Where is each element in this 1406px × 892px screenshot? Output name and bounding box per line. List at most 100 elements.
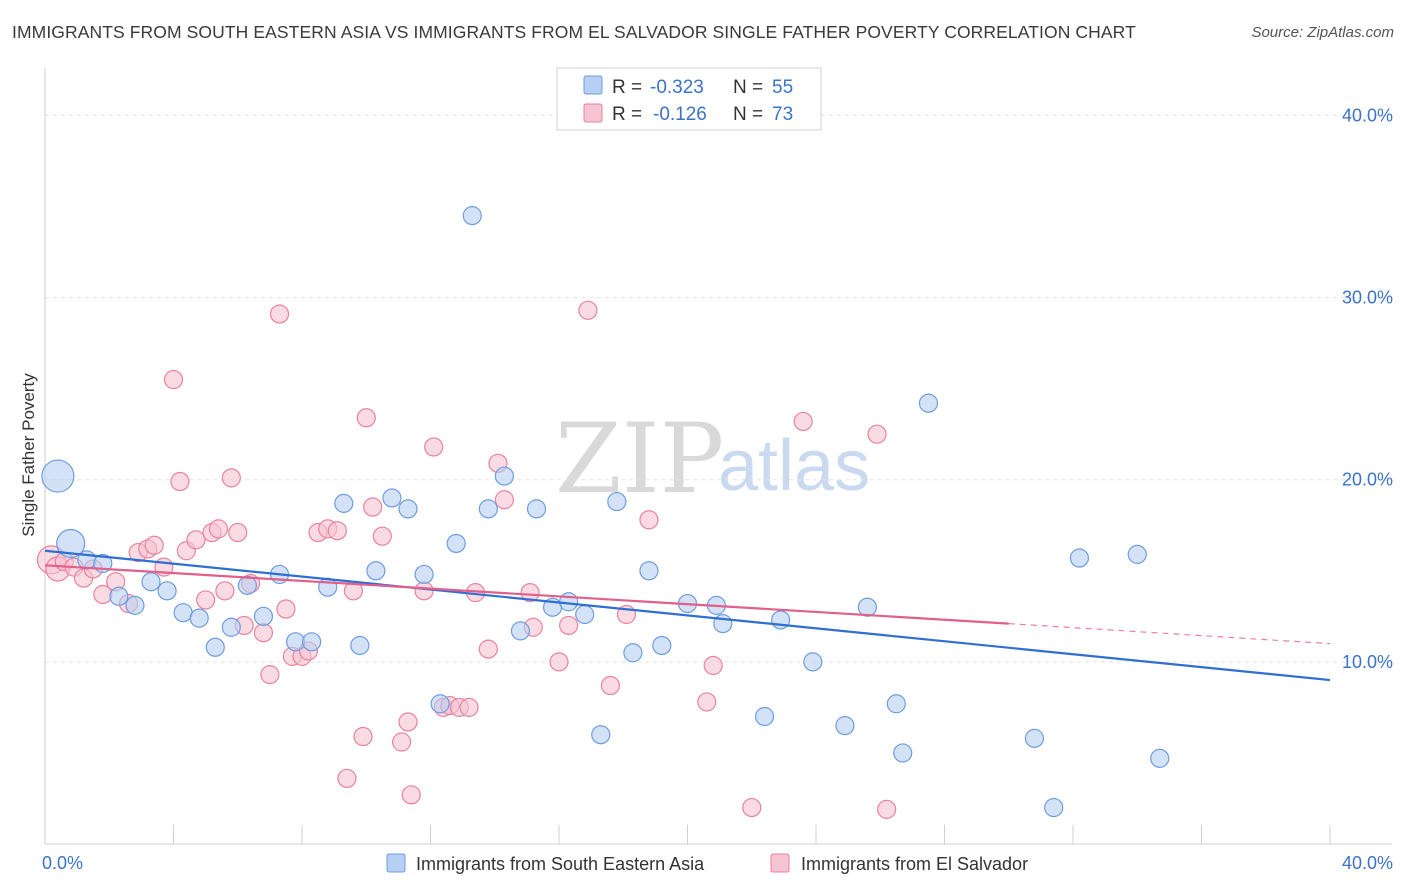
series-1-point-26 (260, 665, 280, 685)
legend-r-value-els: -0.126 (653, 104, 707, 125)
series-0-point-33 (575, 604, 595, 625)
series-0-point-47 (886, 694, 906, 714)
series-1-point-43 (401, 785, 421, 805)
y-tick-labels: 10.0% 20.0% 30.0% 40.0% (1342, 105, 1393, 671)
series-1-point-62 (697, 692, 717, 712)
y-tick-label-3: 40.0% (1342, 105, 1393, 125)
chart-source: Source: ZipAtlas.com (1251, 24, 1394, 41)
series-0-point-0 (41, 459, 75, 493)
series-1-point-27 (269, 304, 290, 324)
series-0-point-54 (1150, 748, 1170, 768)
series-1-point-34 (327, 521, 347, 541)
series-0-point-28 (494, 466, 514, 486)
series-0 (41, 206, 1170, 818)
series-0-point-27 (478, 499, 498, 519)
trend-line-0 (44, 549, 1331, 682)
series-1-point-64 (793, 411, 813, 432)
trend-lines (44, 549, 1331, 682)
series-1-point-16 (186, 530, 206, 550)
bottom-legend-swatch-els (770, 853, 790, 873)
x-tick-labels: 0.0% 40.0% (42, 853, 1393, 873)
series-0-point-30 (526, 499, 547, 519)
legend-swatch-els (583, 103, 603, 123)
series-0-point-46 (857, 597, 878, 617)
legend-n-label-els: N = (733, 104, 763, 125)
series-1-point-53 (494, 490, 514, 510)
series-1-point-57 (559, 615, 579, 636)
legend-swatch-sea (583, 75, 603, 95)
bottom-legend: Immigrants from South Eastern Asia Immig… (386, 853, 1028, 874)
series-1-point-61 (639, 510, 659, 530)
legend: R = -0.323 N = 55 R = -0.126 N = 73 (556, 67, 822, 131)
series-0-point-42 (754, 706, 775, 727)
series-0-point-21 (382, 488, 402, 508)
chart-title: IMMIGRANTS FROM SOUTH EASTERN ASIA VS IM… (12, 22, 1136, 42)
series-1-point-51 (478, 639, 498, 659)
series-0-point-25 (446, 533, 466, 554)
series-0-point-1 (56, 528, 86, 559)
series-0-point-13 (253, 606, 274, 626)
bottom-legend-label-sea: Immigrants from South Eastern Asia (416, 854, 705, 874)
series-0-point-52 (1069, 548, 1090, 568)
series-0-point-8 (173, 603, 193, 623)
series-0-point-22 (398, 499, 418, 519)
series-1-point-40 (372, 526, 392, 546)
series-1-point-58 (578, 300, 598, 320)
trend-line-dashed-1 (1008, 623, 1331, 645)
trend-line-1 (44, 564, 1009, 625)
series-0-point-4 (109, 586, 129, 606)
series-0-point-38 (652, 635, 672, 656)
series-1-point-28 (276, 599, 296, 619)
series-0-point-20 (366, 561, 386, 581)
series-1-point-14 (170, 471, 190, 492)
series-1-point-21 (221, 468, 241, 488)
y-tick-label-0: 10.0% (1342, 652, 1393, 672)
series-0-point-11 (221, 617, 241, 637)
series-1-point-19 (208, 519, 229, 539)
y-tick-label-2: 30.0% (1342, 288, 1393, 308)
watermark: ZIP atlas (555, 403, 870, 515)
series-0-point-50 (1024, 728, 1045, 748)
y-tick-label-1: 20.0% (1342, 470, 1393, 490)
series-1-point-67 (742, 797, 762, 818)
series-1-point-66 (877, 799, 897, 819)
legend-r-label-sea: R = (612, 77, 642, 98)
series-0-point-53 (1127, 544, 1147, 564)
series-1-point-38 (356, 408, 376, 428)
axes (44, 68, 1392, 845)
series-1-point-35 (337, 768, 357, 789)
x-tick-label-max: 40.0% (1342, 853, 1393, 873)
series-0-point-34 (591, 725, 611, 745)
series-0-point-26 (462, 206, 482, 226)
legend-r-label-els: R = (612, 104, 642, 125)
series-1-point-49 (459, 697, 479, 717)
legend-n-label-sea: N = (733, 77, 763, 98)
series-0-point-45 (835, 716, 855, 736)
series-0-point-9 (189, 608, 209, 628)
series-1-point-42 (398, 712, 418, 732)
series-0-point-12 (237, 575, 257, 595)
series-0-point-24 (430, 694, 450, 714)
series-1-point-44 (414, 581, 434, 601)
series-1 (36, 300, 897, 819)
series-0-point-51 (1044, 797, 1064, 818)
series-0-point-23 (414, 564, 434, 585)
series-0-point-35 (607, 491, 627, 512)
series-0-point-5 (125, 595, 145, 615)
series-0-point-19 (350, 635, 370, 656)
series-1-point-45 (424, 437, 444, 457)
series-1-point-63 (703, 655, 723, 676)
series-1-point-54 (520, 583, 540, 603)
series-0-point-16 (302, 632, 322, 652)
series-0-point-10 (205, 637, 225, 657)
watermark-atlas: atlas (718, 426, 870, 506)
series-1-point-56 (549, 652, 569, 672)
series-0-point-36 (623, 643, 643, 663)
series-0-point-49 (918, 393, 939, 413)
series-0-point-7 (157, 581, 177, 601)
series-1-point-17 (196, 590, 216, 610)
series-1-point-11 (144, 535, 164, 555)
series-1-point-65 (867, 424, 887, 444)
series-1-point-22 (228, 522, 248, 543)
series-1-point-25 (253, 623, 274, 643)
